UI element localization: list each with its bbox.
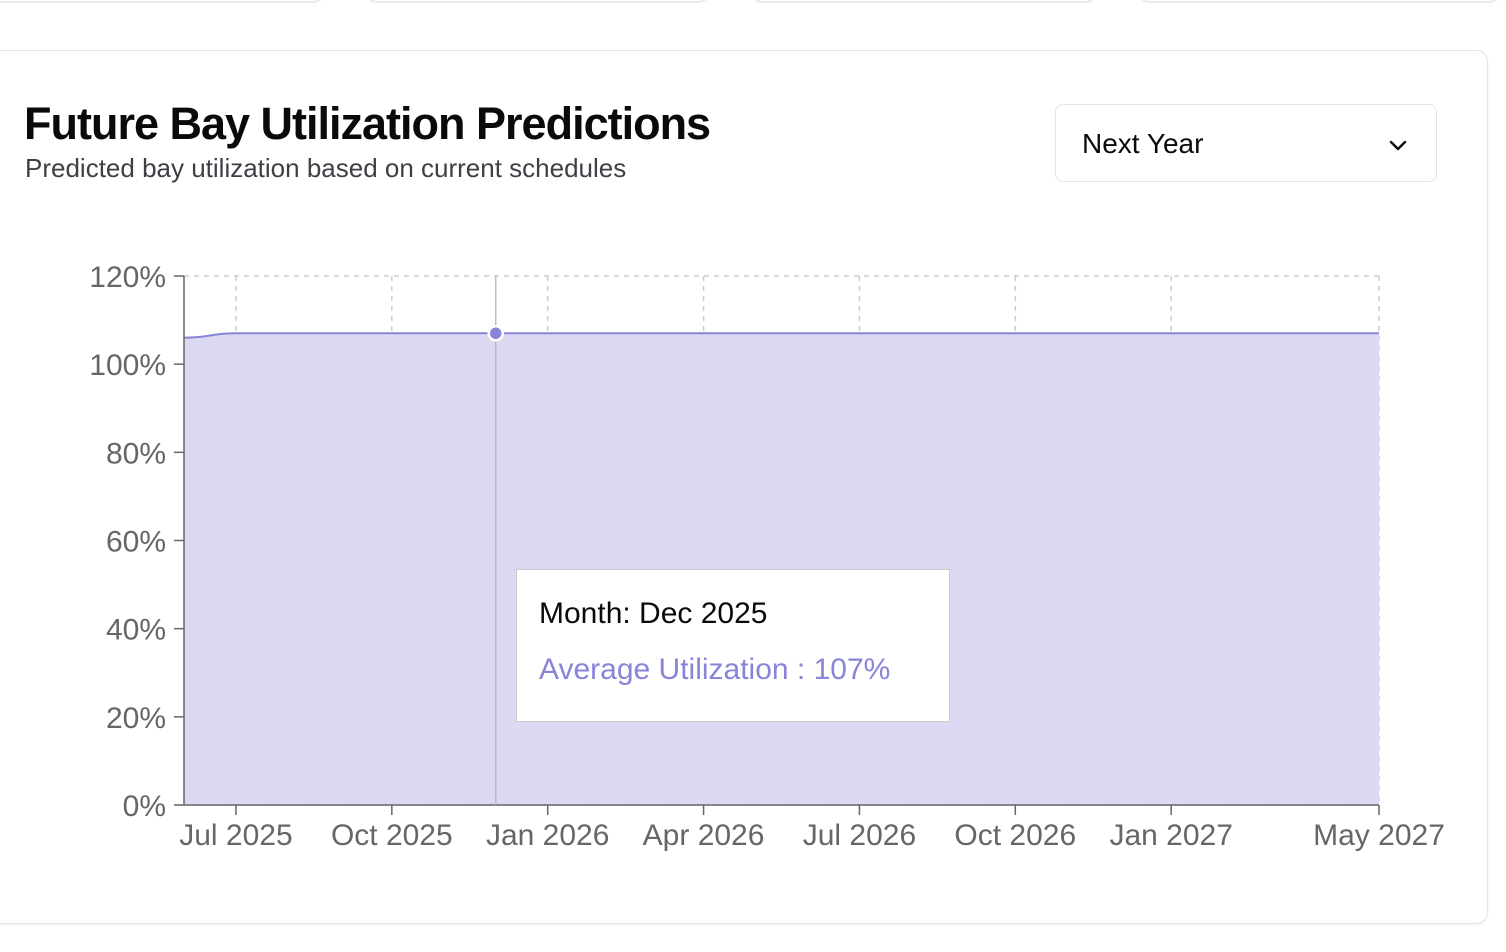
x-tick-label: Jul 2026 (803, 819, 916, 852)
x-tick-label: Jan 2026 (486, 819, 609, 852)
y-tick-label: 0% (123, 790, 166, 823)
chevron-down-icon (1389, 140, 1407, 151)
x-tick-label: Jul 2025 (179, 819, 292, 852)
chart-tooltip: Month: Dec 2025 Average Utilization : 10… (516, 569, 950, 722)
tooltip-label: Month: Dec 2025 (539, 597, 768, 630)
y-tick-label: 60% (106, 526, 166, 559)
x-tick-label: Apr 2026 (643, 819, 765, 852)
card-subtitle: Predicted bay utilization based on curre… (25, 153, 627, 183)
card-title: Future Bay Utilization Predictions (24, 98, 711, 149)
y-tick-label: 120% (89, 261, 166, 294)
y-tick-label: 40% (106, 614, 166, 647)
time-range-select[interactable]: Next Year (1055, 104, 1437, 182)
x-tick-label: Jan 2027 (1109, 819, 1232, 852)
time-range-value: Next Year (1082, 128, 1204, 159)
series-line (183, 332, 1379, 339)
x-tick-label: Oct 2026 (954, 819, 1076, 852)
active-data-point (487, 325, 504, 342)
y-tick-label: 100% (89, 349, 166, 382)
x-tick-label: May 2027 (1313, 819, 1445, 852)
tooltip-value: Average Utilization : 107% (539, 653, 891, 686)
x-tick-label: Oct 2025 (331, 819, 453, 852)
y-tick-label: 20% (106, 702, 166, 735)
y-tick-label: 80% (106, 437, 166, 470)
